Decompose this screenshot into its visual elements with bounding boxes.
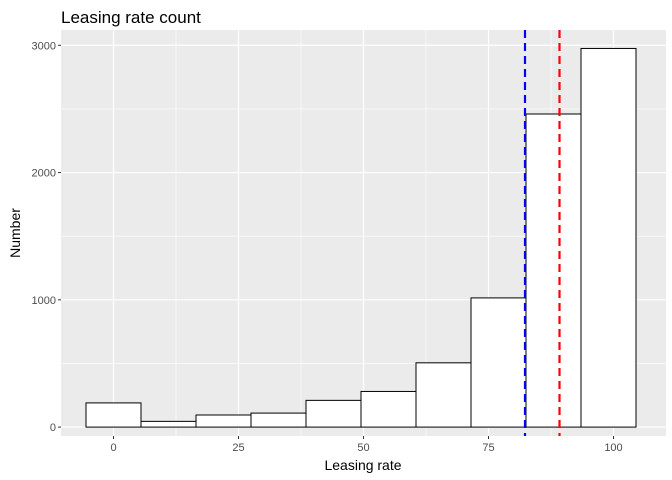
y-tick-label: 3000	[32, 40, 56, 52]
histogram-bar	[140, 420, 197, 428]
x-tick-label: 75	[482, 442, 494, 454]
y-tick-label: 1000	[32, 295, 56, 307]
reference-lines	[523, 30, 561, 436]
x-axis: 0 25 50 75 100	[110, 436, 623, 454]
x-tick-label: 50	[357, 442, 369, 454]
histogram-bar	[195, 414, 252, 428]
histogram-bar	[470, 297, 527, 428]
histogram-bar	[85, 402, 142, 428]
x-tick-label: 0	[110, 442, 116, 454]
histogram-bar	[250, 412, 307, 428]
x-tick-label: 25	[232, 442, 244, 454]
histogram-bars	[85, 47, 637, 428]
histogram-bar	[360, 390, 417, 428]
histogram-bar	[415, 362, 472, 428]
histogram-bar	[305, 399, 362, 428]
y-tick-label: 0	[50, 422, 56, 434]
y-axis: 0 1000 2000 3000	[32, 40, 61, 434]
y-tick-label: 2000	[32, 168, 56, 180]
x-tick-label: 100	[604, 442, 622, 454]
x-axis-title: Leasing rate	[324, 457, 401, 473]
histogram-bar	[525, 113, 582, 428]
histogram-bar	[580, 47, 637, 428]
y-axis-title: Number	[7, 208, 23, 258]
chart-title: Leasing rate count	[61, 8, 201, 27]
